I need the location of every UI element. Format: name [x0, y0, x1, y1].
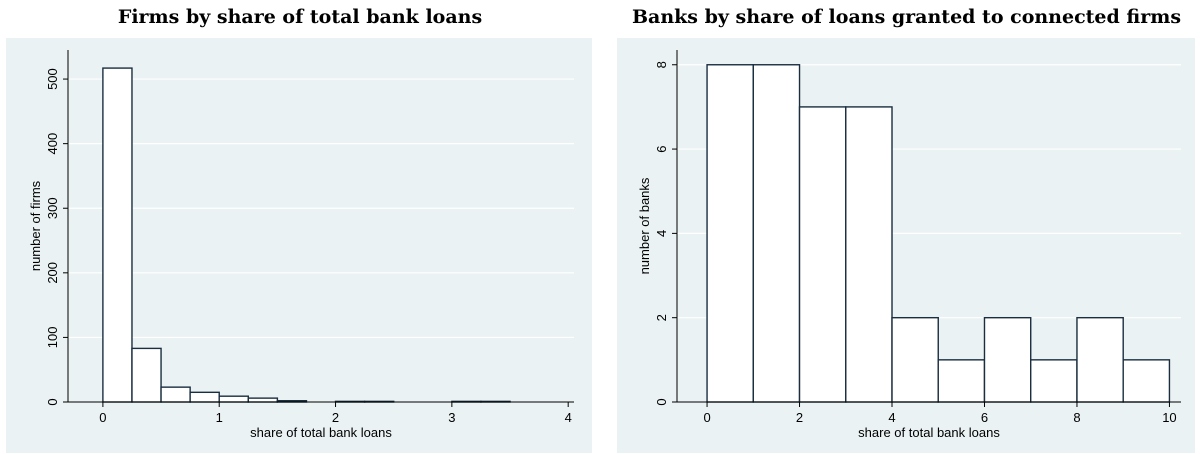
banks-x-tick-label: 4 — [888, 410, 895, 425]
firms-y-tick-label: 400 — [45, 133, 60, 155]
firms-bar-5 — [247, 397, 279, 403]
banks-bar-8 — [1076, 316, 1124, 403]
firms-y-tick-label: 200 — [45, 262, 60, 284]
banks-x-tick-label: 2 — [796, 410, 803, 425]
firms-y-tick-label: 100 — [45, 327, 60, 349]
firms-y-tick-label: 300 — [45, 197, 60, 219]
banks-y-tick-label: 6 — [654, 145, 669, 152]
banks-x-tick-label: 8 — [1073, 410, 1080, 425]
firms-bar-1 — [131, 347, 162, 403]
banks-y-axis-title: number of banks — [637, 177, 652, 274]
banks-bar-3 — [845, 106, 893, 403]
firms-bar-0 — [102, 67, 133, 403]
firms-x-axis-title: share of total bank loans — [250, 425, 392, 440]
firms-x-tick-label: 3 — [448, 410, 455, 425]
firms-x-tick-label: 0 — [99, 410, 106, 425]
firms-plot-area — [68, 50, 574, 402]
banks-bar-7 — [1030, 359, 1078, 403]
banks-x-tick-label: 6 — [981, 410, 988, 425]
firms-y-tick-label: 500 — [45, 68, 60, 90]
firms-histogram: 0 100 200 300 400 500 0 1 2 3 4 share of total bank… — [6, 38, 592, 453]
firms-bar-4 — [218, 395, 249, 403]
banks-y-tick-label: 8 — [654, 61, 669, 68]
firms-x-tick-label: 2 — [332, 410, 339, 425]
banks-y-tick-label: 2 — [654, 314, 669, 321]
banks-y-tick-label: 4 — [654, 230, 669, 237]
firms-y-tick-label: 0 — [45, 398, 60, 405]
banks-bar-2 — [798, 106, 847, 403]
banks-histogram: 0 2 4 6 8 0 2 4 6 8 10 share of total bank loans num… — [617, 38, 1195, 453]
firms-y-axis-title: number of firms — [28, 180, 43, 271]
banks-x-tick-label: 10 — [1162, 410, 1176, 425]
banks-bar-4 — [891, 316, 939, 403]
firms-x-tick-label: 1 — [216, 410, 223, 425]
banks-bar-1 — [752, 64, 801, 403]
banks-bar-6 — [983, 316, 1032, 403]
banks-x-axis-title: share of total bank loans — [858, 425, 1000, 440]
chart-title-banks: Banks by share of loans granted to conne… — [631, 6, 1182, 28]
firms-bar-2 — [160, 386, 191, 403]
banks-y-tick-label: 0 — [654, 398, 669, 405]
banks-bar-5 — [937, 359, 986, 403]
firms-bar-3 — [189, 391, 220, 403]
banks-bar-9 — [1122, 359, 1171, 403]
chart-title-firms: Firms by share of total bank loans — [117, 6, 483, 28]
banks-x-tick-label: 0 — [703, 410, 710, 425]
firms-x-tick-label: 4 — [565, 410, 572, 425]
banks-bar-0 — [706, 64, 754, 403]
